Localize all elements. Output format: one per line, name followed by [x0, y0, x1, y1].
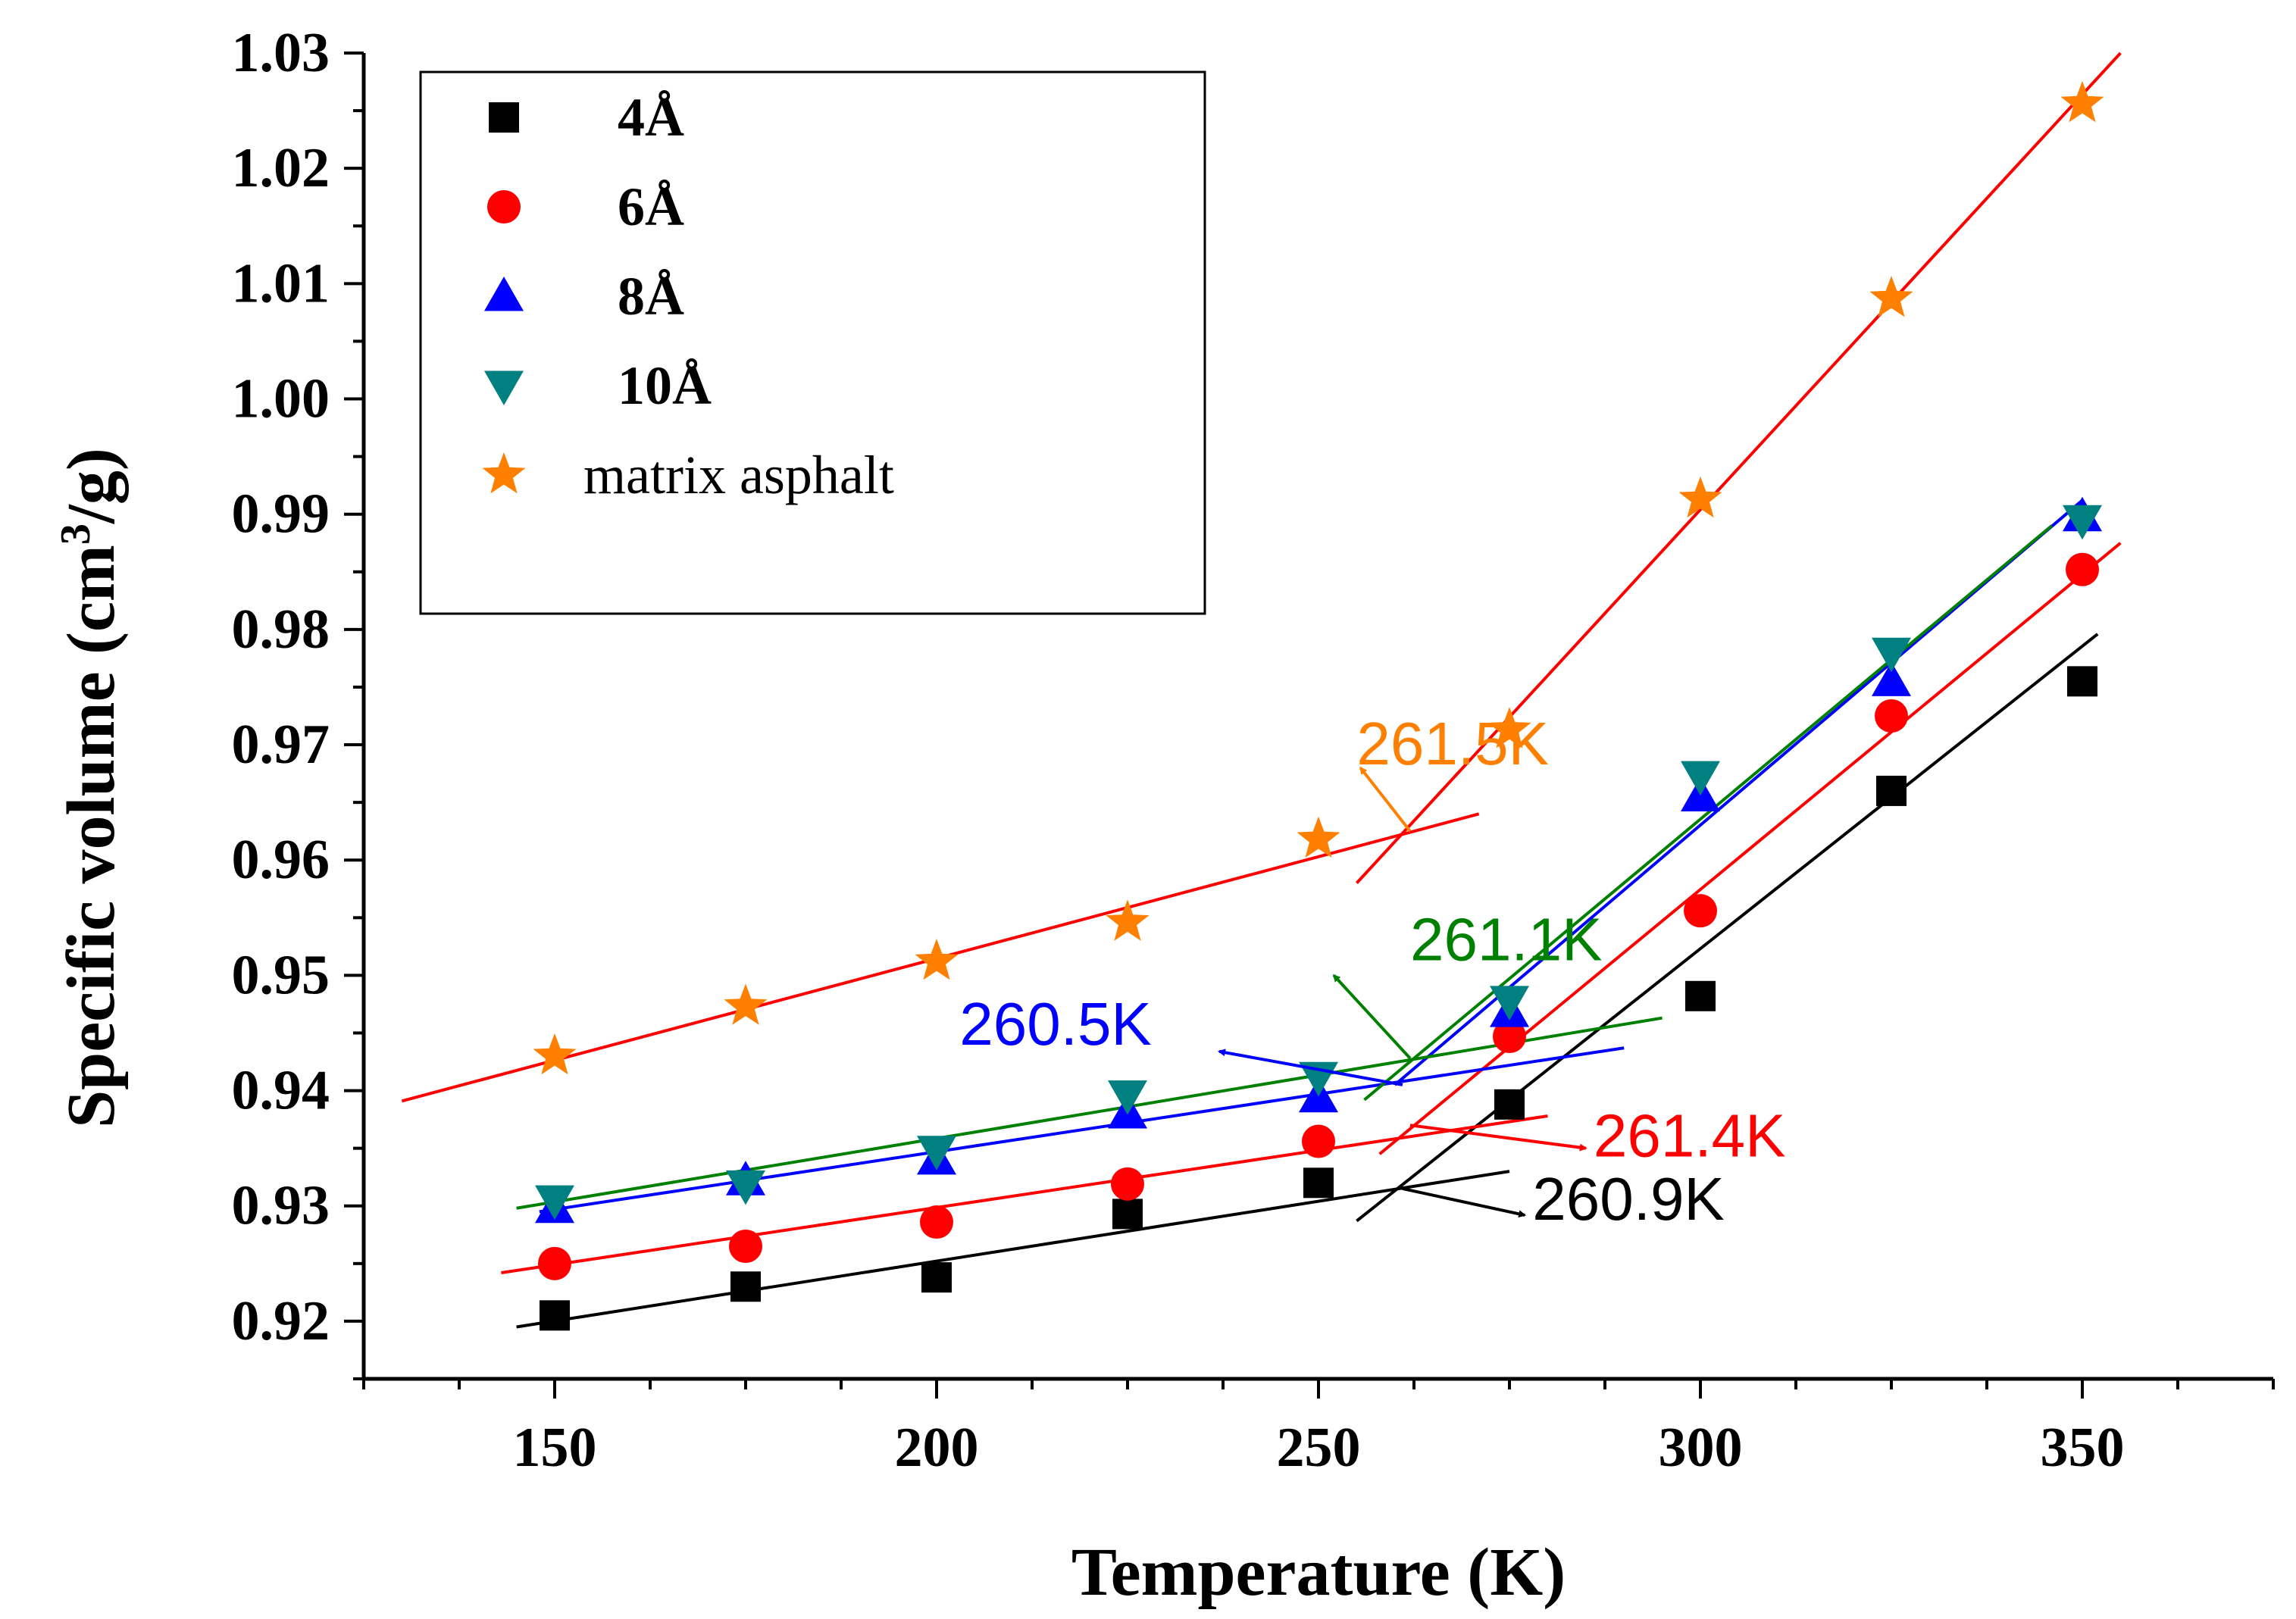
- fit-line-4-low: [516, 1170, 1510, 1329]
- legend-box: [419, 70, 1206, 615]
- data-point-matrix-asphalt: [1869, 276, 1913, 317]
- data-point-matrix-asphalt: [1106, 899, 1150, 941]
- data-point-6: [1493, 1020, 1526, 1054]
- data-point-4: [540, 1300, 570, 1331]
- data-point-4: [1494, 1089, 1525, 1120]
- annotation-label: 261.4K: [1594, 1102, 1786, 1169]
- annotation-arrow: [1332, 974, 1412, 1060]
- y-tick-label: 1.03: [232, 22, 330, 84]
- axes: 150 200 250 300 350 0.92 0.93 0.94 0.95 0.96 0.97…: [232, 22, 2275, 1479]
- y-axis-title-sup: 3: [52, 524, 99, 545]
- y-tick-label: 1.01: [232, 252, 330, 314]
- y-tick-label: 0.92: [232, 1290, 330, 1352]
- y-tick-label: 0.93: [232, 1175, 330, 1237]
- annotation-arrow: [1402, 1186, 1527, 1218]
- x-axis-title: Temperature (K): [1071, 1535, 1566, 1610]
- data-point-matrix-asphalt: [915, 939, 959, 980]
- legend-marker-matrix-asphalt: [482, 452, 526, 494]
- data-point-10: [1108, 1080, 1147, 1115]
- data-point-matrix-asphalt: [1487, 707, 1531, 749]
- fit-line-10-low: [516, 1016, 1663, 1210]
- data-point-6: [1684, 894, 1717, 928]
- legend-items: 4Å 6Å 8Å 10Å matrix asphalt: [482, 87, 894, 505]
- legend-label-8: 8Å: [618, 266, 684, 327]
- fit-line-matrix-asphalt-high: [1355, 52, 2122, 885]
- data-point-matrix-asphalt: [1297, 816, 1340, 858]
- data-point-4: [1303, 1167, 1334, 1199]
- data-point-10: [2063, 505, 2102, 540]
- legend-label-4: 4Å: [618, 87, 684, 148]
- fit-line-6-low: [501, 1114, 1548, 1274]
- annotation-label: 260.5K: [959, 990, 1152, 1058]
- y-axis-title: Specific volume (cm3/g): [52, 448, 129, 1128]
- y-tick-label: 0.94: [232, 1060, 330, 1122]
- legend-label-6: 6Å: [618, 177, 684, 237]
- y-axis-title-tail: /g): [54, 448, 129, 524]
- y-ticks: 0.92 0.93 0.94 0.95 0.96 0.97 0.98 0.99 1.00 1.01…: [232, 22, 364, 1380]
- data-point-6: [729, 1230, 762, 1263]
- x-ticks: 150 200 250 300 350: [362, 1379, 2275, 1479]
- legend-label-matrix-asphalt: matrix asphalt: [583, 445, 894, 505]
- legend-marker-6: [487, 190, 521, 223]
- data-point-6: [2066, 552, 2099, 586]
- annotation-label: 261.1K: [1410, 906, 1603, 974]
- fit-line-6-high: [1378, 542, 2122, 1155]
- fit-line-10-high: [1363, 524, 2053, 1102]
- data-point-10: [1681, 761, 1720, 796]
- data-point-4: [1876, 775, 1907, 806]
- data-point-matrix-asphalt: [724, 983, 768, 1025]
- data-point-10: [535, 1185, 574, 1221]
- annotation-arrow: [1359, 766, 1412, 833]
- legend-marker-8: [484, 277, 524, 311]
- y-tick-label: 0.96: [232, 829, 330, 891]
- x-tick-label: 300: [1659, 1417, 1743, 1479]
- y-tick-label: 0.98: [232, 599, 330, 661]
- y-tick-label: 0.97: [232, 714, 330, 776]
- y-axis-title-main: Specific volume (cm: [54, 545, 129, 1128]
- y-tick-label: 1.00: [232, 368, 330, 430]
- fit-line-8-low: [539, 1046, 1625, 1214]
- y-tick-label: 1.02: [232, 137, 330, 199]
- data-point-8: [1872, 661, 1911, 696]
- fit-line-4-high: [1356, 633, 2099, 1223]
- data-point-matrix-asphalt: [533, 1033, 577, 1075]
- data-point-matrix-asphalt: [1678, 476, 1722, 518]
- legend-label-10: 10Å: [618, 355, 712, 416]
- data-point-matrix-asphalt: [2060, 81, 2104, 123]
- legend-marker-4: [489, 102, 519, 133]
- y-tick-label: 0.95: [232, 944, 330, 1006]
- data-point-4: [921, 1262, 952, 1293]
- data-point-6: [1111, 1167, 1144, 1201]
- data-point-4: [730, 1271, 761, 1302]
- data-point-6: [1875, 699, 1908, 733]
- legend: 4Å 6Å 8Å 10Å matrix asphalt: [419, 70, 1206, 615]
- data-point-6: [538, 1246, 571, 1280]
- data-point-4: [2067, 666, 2097, 697]
- annotation-arrow: [1409, 1124, 1587, 1152]
- data-point-6: [920, 1205, 953, 1239]
- annotation-label: 260.9K: [1532, 1165, 1725, 1233]
- x-tick-label: 350: [2041, 1417, 2125, 1479]
- x-tick-label: 250: [1277, 1417, 1361, 1479]
- data-point-6: [1302, 1124, 1335, 1158]
- data-point-10: [726, 1170, 765, 1205]
- data-point-4: [1112, 1199, 1143, 1230]
- data-point-10: [917, 1136, 956, 1170]
- x-tick-label: 200: [895, 1417, 979, 1479]
- data-point-10: [1872, 637, 1911, 673]
- x-tick-label: 150: [513, 1417, 597, 1479]
- annotation-arrow: [1217, 1049, 1403, 1086]
- data-point-10: [1490, 986, 1529, 1020]
- legend-marker-10: [484, 370, 524, 405]
- annotation-label: 261.5K: [1356, 710, 1549, 777]
- data-markers: [533, 81, 2104, 1331]
- y-tick-label: 0.99: [232, 483, 330, 545]
- data-point-4: [1685, 980, 1716, 1011]
